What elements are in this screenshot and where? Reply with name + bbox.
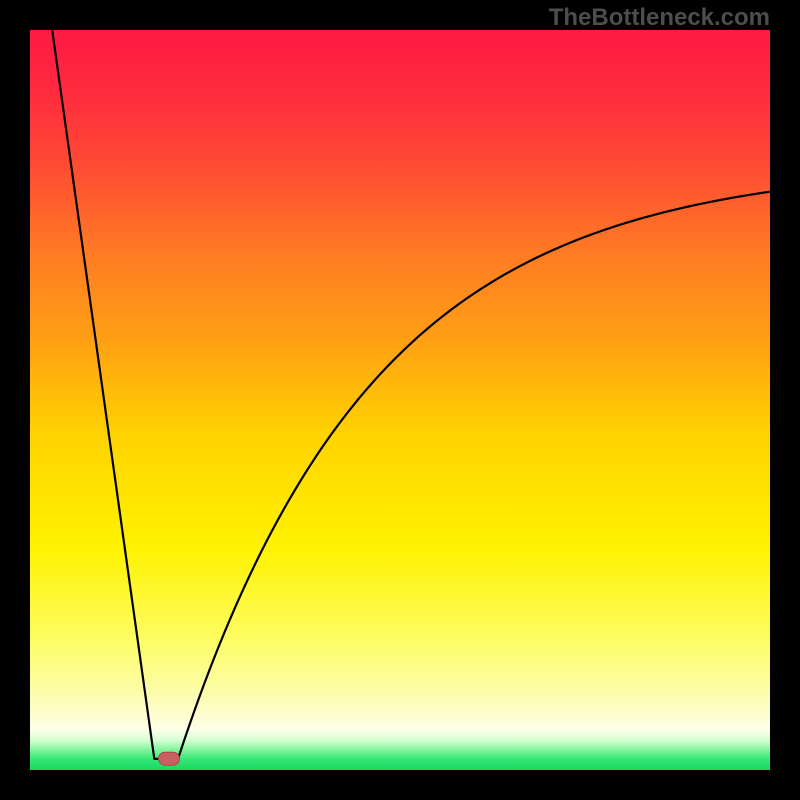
bottleneck-curve: [30, 30, 770, 770]
minimum-marker: [158, 752, 180, 767]
plot-area: [30, 30, 770, 770]
chart-frame: TheBottleneck.com: [0, 0, 800, 800]
attribution-text: TheBottleneck.com: [549, 4, 770, 32]
